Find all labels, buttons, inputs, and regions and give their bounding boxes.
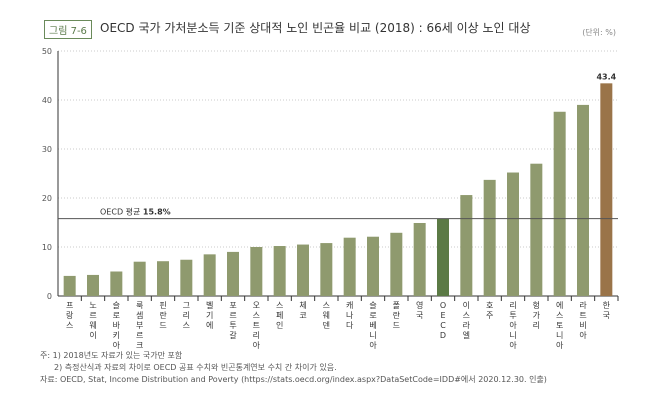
- bar-13: [367, 236, 379, 296]
- figure-label: 그림 7-6: [44, 20, 92, 39]
- bar-18: [483, 179, 496, 296]
- bar-16: [437, 218, 449, 296]
- chart-title: OECD 국가 가처분소득 기준 상대적 노인 빈곤율 비교 (2018) : …: [100, 21, 531, 35]
- bar-20: [530, 163, 543, 296]
- notes: 주: 1) 2018년도 자료가 있는 국가만 포함 2) 측정산식과 자료의 …: [40, 350, 547, 386]
- y-tick-label: 0: [47, 292, 52, 301]
- bar-1: [87, 274, 99, 296]
- bar-17: [460, 195, 473, 296]
- bar-3: [133, 261, 146, 296]
- bar-10: [297, 244, 309, 296]
- bar-15: [413, 222, 426, 296]
- note-2: 2) 측정산식과 자료의 차이로 OECD 공표 수치와 빈곤통계연보 수치 간…: [54, 363, 337, 372]
- data-label: 43.4: [596, 72, 616, 81]
- bar-chart: 0 10 20 30 40 50 프 랑 스 노 르 웨 이 슬 로 바 키 아 룩 셈 부 르 크 핀 란 드 그 리 스 벨 기 에 포 르 투…: [42, 47, 619, 350]
- y-tick-label: 50: [42, 47, 52, 56]
- y-tick-label: 20: [42, 194, 52, 203]
- bar-4: [157, 261, 169, 296]
- bar-14: [390, 232, 403, 296]
- y-tick-label: 40: [42, 96, 52, 105]
- bar-7: [227, 251, 239, 296]
- source: 자료: OECD, Stat, Income Distribution and …: [40, 375, 547, 384]
- bar-5: [180, 259, 193, 296]
- bar-8: [250, 247, 263, 296]
- y-tick-label: 10: [42, 243, 52, 252]
- bar-6: [203, 254, 216, 296]
- note-1: 주: 1) 2018년도 자료가 있는 국가만 포함: [40, 351, 183, 360]
- bar-0: [63, 275, 76, 296]
- bar-21: [553, 111, 566, 296]
- bar-23: [600, 83, 613, 296]
- bar-11: [320, 243, 333, 296]
- bar-2: [110, 271, 123, 296]
- bar-12: [343, 237, 356, 296]
- oecd-average-label: OECD 평균 15.8%: [100, 207, 171, 217]
- bar-22: [577, 104, 589, 297]
- y-tick-label: 30: [42, 145, 52, 154]
- unit-label: (단위: %): [582, 28, 616, 37]
- bar-9: [273, 246, 286, 296]
- bar-19: [507, 172, 519, 296]
